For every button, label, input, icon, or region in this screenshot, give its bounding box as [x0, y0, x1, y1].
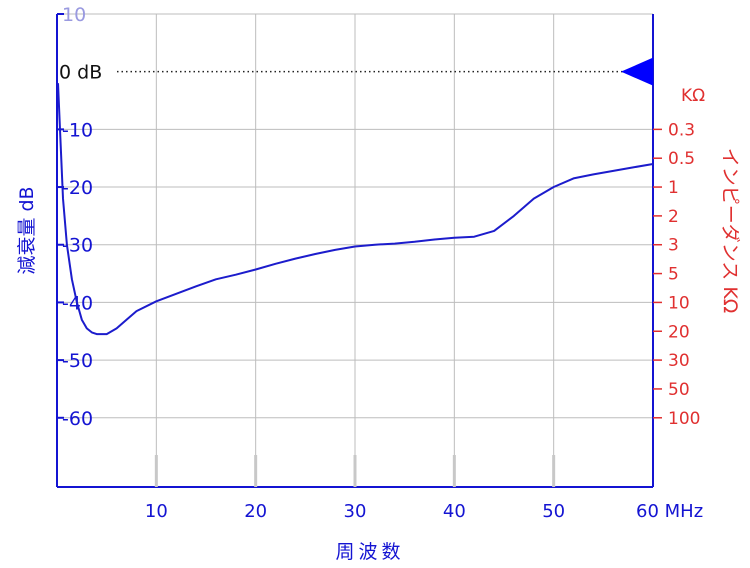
y-tick-label: -20 — [62, 177, 93, 199]
y-tick-label: -10 — [62, 119, 93, 141]
right-axis-title: インピーダンス KΩ — [719, 148, 741, 314]
right-tick-label: 0.5 — [668, 149, 695, 169]
y-tick-label: 10 — [62, 4, 86, 26]
y-tick-label: -30 — [62, 235, 93, 257]
x-tick-label: 10 — [145, 501, 168, 522]
zero-db-reference: 0 dB — [59, 57, 653, 86]
x-tick-label: 30 — [344, 501, 367, 522]
x-tick-label: 50 — [542, 501, 565, 522]
x-tick-label: 60 MHz — [636, 501, 703, 522]
grid — [57, 13, 653, 487]
right-tick-label: 3 — [668, 236, 679, 256]
right-tick-label: 20 — [668, 322, 690, 342]
y-tick-label: -50 — [62, 350, 93, 372]
right-y-ticks: 0.3 0.5 1 2 3 5 10 20 30 50 100 — [653, 120, 700, 429]
right-tick-label: 10 — [668, 293, 690, 313]
x-axis-title: 周波数 — [335, 541, 404, 563]
x-tick-label: 40 — [443, 501, 466, 522]
right-tick-label: 2 — [668, 207, 679, 227]
right-tick-label: 5 — [668, 265, 679, 285]
left-y-ticks: 10-10-20-30-40-50-60 — [57, 4, 93, 430]
right-tick-label: 0.3 — [668, 120, 695, 140]
x-tick-label: 20 — [244, 501, 267, 522]
x-ticks: 10 20 30 40 50 60 MHz — [145, 455, 703, 522]
right-axis-unit: KΩ — [681, 86, 705, 106]
series-line — [57, 83, 654, 336]
right-tick-label: 50 — [668, 380, 690, 400]
reference-level-marker — [621, 57, 653, 86]
y-axis-title: 減衰量 dB — [16, 186, 38, 274]
y-tick-label: -60 — [62, 408, 93, 430]
right-tick-label: 30 — [668, 351, 690, 371]
right-tick-label: 100 — [668, 409, 700, 429]
right-tick-label: 1 — [668, 178, 679, 198]
zero-db-label: 0 dB — [59, 62, 102, 84]
